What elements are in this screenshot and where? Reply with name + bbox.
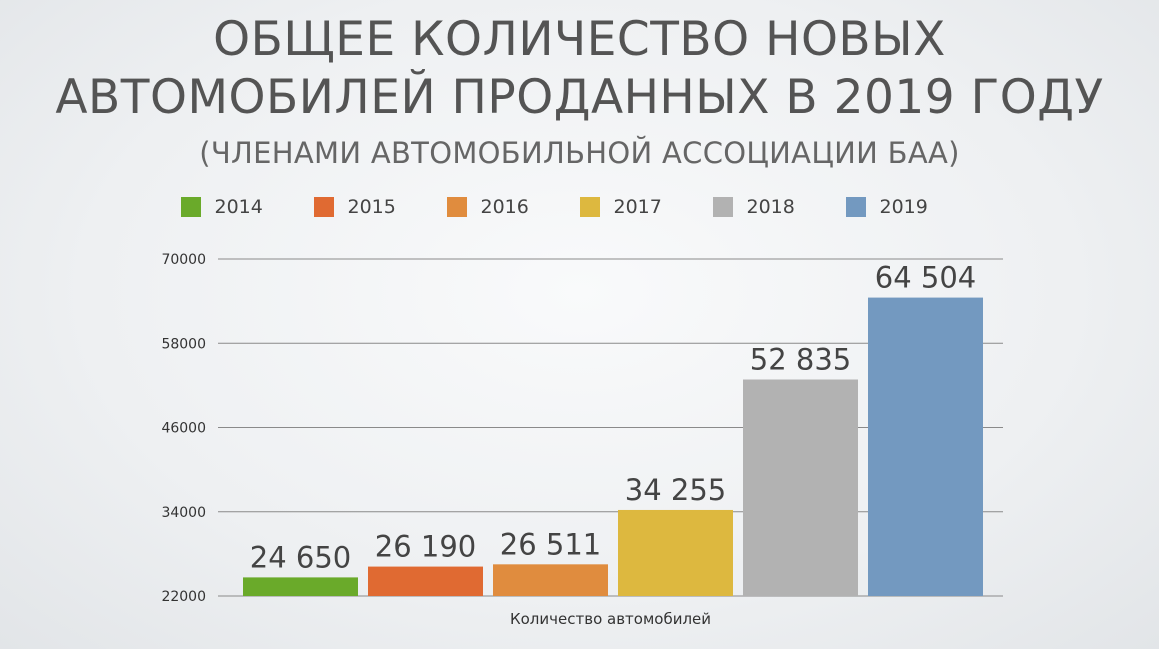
chart-title-line-1: ОБЩЕЕ КОЛИЧЕСТВО НОВЫХ — [213, 12, 946, 67]
legend-label: 2019 — [879, 196, 928, 218]
data-label-2017: 34 255 — [625, 473, 726, 507]
legend-label: 2014 — [214, 196, 263, 218]
bar-2017 — [618, 509, 733, 596]
data-label-2019: 64 504 — [875, 261, 976, 295]
legend-item-2019: 2019 — [845, 196, 979, 218]
bar-2018 — [743, 379, 858, 596]
bar-2015 — [368, 566, 483, 596]
legend-label: 2017 — [613, 196, 662, 218]
y-tick-label: 46000 — [161, 421, 206, 437]
legend-label: 2016 — [480, 196, 529, 218]
legend-item-2015: 2015 — [313, 196, 447, 218]
legend-swatch — [446, 197, 467, 217]
chart-title-line-2: АВТОМОБИЛЕЙ ПРОДАННЫХ В 2019 ГОДУ — [55, 70, 1104, 125]
legend-label: 2018 — [746, 196, 795, 218]
legend-item-2017: 2017 — [579, 196, 713, 218]
data-label-2018: 52 835 — [750, 343, 851, 377]
bar-2016 — [493, 564, 608, 596]
legend-label: 2015 — [347, 196, 396, 218]
data-label-2015: 26 190 — [375, 530, 476, 564]
legend-swatch — [180, 197, 201, 217]
y-tick-label: 70000 — [161, 252, 206, 268]
y-tick-label: 58000 — [161, 336, 206, 352]
legend-swatch — [712, 197, 733, 217]
data-label-2014: 24 650 — [250, 540, 351, 574]
bar-2019 — [868, 297, 983, 596]
data-label-2016: 26 511 — [500, 527, 601, 561]
legend-swatch — [845, 197, 866, 217]
chart-subtitle: (ЧЛЕНАМИ АВТОМОБИЛЬНОЙ АССОЦИАЦИИ БАА) — [199, 136, 960, 170]
y-tick-label: 34000 — [161, 505, 206, 521]
y-tick-label: 22000 — [161, 589, 206, 605]
legend-item-2018: 2018 — [712, 196, 846, 218]
x-axis-label: Количество автомобилей — [510, 610, 711, 628]
legend-swatch — [579, 197, 600, 217]
legend: 2014 2015 2016 2017 2018 2019 — [0, 196, 1159, 218]
legend-item-2016: 2016 — [446, 196, 580, 218]
legend-item-2014: 2014 — [180, 196, 314, 218]
legend-swatch — [313, 197, 334, 217]
bar-2014 — [243, 577, 358, 596]
